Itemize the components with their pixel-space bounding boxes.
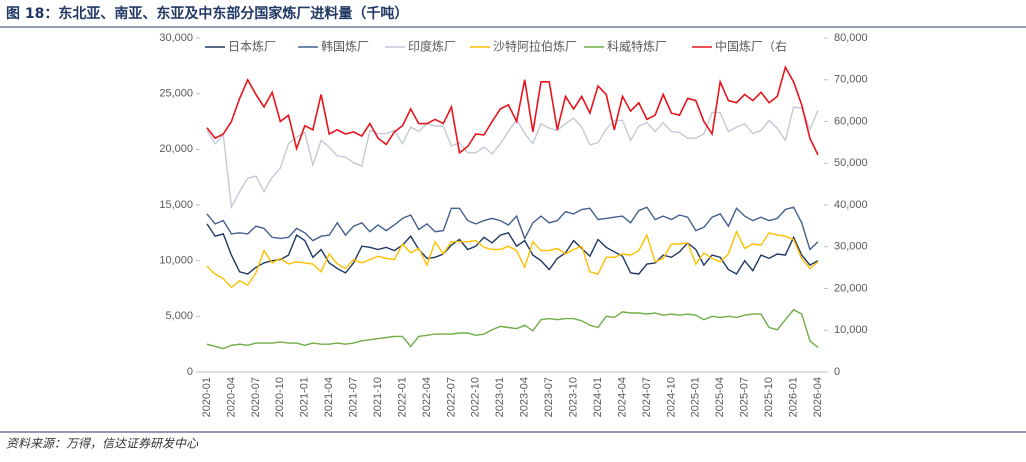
x-tick-label: 2023-07 [543, 377, 555, 417]
y-tick-label: 20,000 [159, 143, 193, 155]
series-line [206, 65, 819, 156]
x-tick-label: 2024-04 [616, 377, 628, 417]
y-tick-label: 0 [187, 366, 193, 378]
plot-area: 日本炼厂 韩国炼厂 印度炼厂 沙特阿拉伯炼厂 科威特炼厂 中国炼厂（右 [205, 39, 819, 350]
x-tick-label: 2020-10 [274, 377, 286, 417]
y2-tick-label: 40,000 [834, 199, 868, 211]
x-tick-label: 2020-04 [225, 377, 237, 417]
x-tick-label: 2025-01 [690, 377, 702, 417]
x-tick-label: 2024-01 [592, 377, 604, 417]
y-tick-label: 25,000 [159, 88, 193, 100]
x-tick-label: 2023-10 [568, 377, 580, 417]
y-tick-label: 30,000 [159, 32, 193, 44]
x-tick-label: 2022-04 [421, 377, 433, 417]
y-tick-label: 15,000 [159, 199, 193, 211]
x-tick-label: 2024-10 [665, 377, 677, 417]
x-tick-label: 2020-01 [201, 377, 213, 417]
y2-tick-label: 20,000 [834, 282, 868, 294]
legend-label: 韩国炼厂 [321, 39, 369, 54]
source: 资料来源：万得，信达证券研发中心 [6, 437, 199, 451]
x-tick-label: 2020-07 [250, 377, 262, 417]
series-line [206, 308, 819, 350]
x-tick-label: 2024-07 [641, 377, 653, 417]
y2-tick-label: 80,000 [834, 32, 868, 44]
x-tick-label: 2023-04 [519, 377, 531, 417]
x-tick-label: 2026-01 [787, 377, 799, 417]
x-tick-label: 2025-10 [763, 377, 775, 417]
x-tick-label: 2021-07 [348, 377, 360, 417]
x-tick-label: 2022-01 [396, 377, 408, 417]
legend-label: 日本炼厂 [228, 39, 276, 54]
x-tick-label: 2025-07 [739, 377, 751, 417]
y2-tick-label: 0 [834, 366, 840, 378]
x-tick-label: 2021-01 [299, 377, 311, 417]
y2-tick-label: 60,000 [834, 115, 868, 127]
series-line [206, 206, 819, 251]
x-tick-label: 2021-04 [323, 377, 335, 417]
y2-tick-label: 30,000 [834, 241, 868, 253]
legend-label: 中国炼厂（右 [715, 39, 787, 54]
x-tick-label: 2021-10 [372, 377, 384, 417]
y-tick-label: 5,000 [165, 310, 193, 322]
y-tick-label: 10,000 [159, 255, 193, 267]
y2-tick-label: 70,000 [834, 74, 868, 86]
series-line [206, 106, 819, 210]
x-tick-label: 2022-07 [445, 377, 457, 417]
series-line [206, 229, 819, 289]
legend-label: 沙特阿拉伯炼厂 [493, 39, 577, 54]
chart-title: 图 18：东北亚、南亚、东亚及中东部分国家炼厂进料量（千吨） [6, 5, 408, 22]
x-tick-label: 2026-04 [812, 377, 824, 417]
y2-tick-label: 10,000 [834, 324, 868, 336]
x-tick-label: 2025-04 [714, 377, 726, 417]
legend-label: 印度炼厂 [408, 39, 456, 54]
legend-label: 科威特炼厂 [607, 39, 667, 54]
x-tick-label: 2022-10 [470, 377, 482, 417]
series-line [206, 223, 819, 275]
x-tick-label: 2023-01 [494, 377, 506, 417]
y2-tick-label: 50,000 [834, 157, 868, 169]
